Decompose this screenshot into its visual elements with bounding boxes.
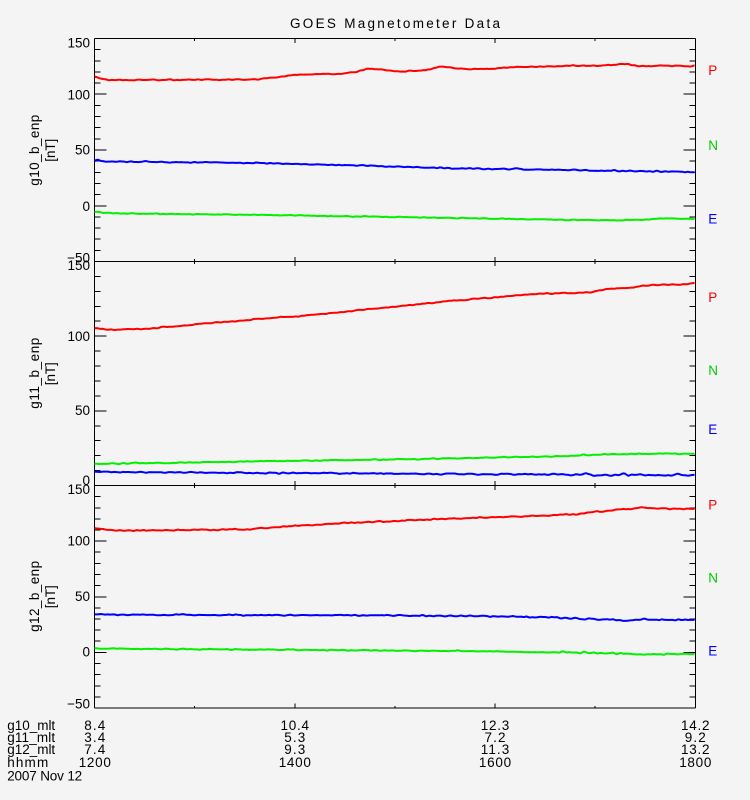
svg-text:−50: −50 (67, 697, 90, 712)
svg-text:P: P (708, 290, 717, 305)
svg-text:14.2: 14.2 (681, 718, 710, 733)
svg-text:5.3: 5.3 (284, 730, 305, 745)
svg-text:12.3: 12.3 (481, 718, 510, 733)
svg-text:g10_mlt: g10_mlt (7, 718, 55, 733)
svg-text:N: N (708, 138, 718, 153)
svg-text:g12_b_enp: g12_b_enp (27, 561, 42, 632)
svg-text:[nT]: [nT] (43, 362, 58, 385)
svg-text:g12_mlt: g12_mlt (7, 742, 55, 757)
svg-text:E: E (708, 644, 717, 659)
svg-text:P: P (708, 498, 717, 513)
svg-text:8.4: 8.4 (84, 718, 105, 733)
svg-text:3.4: 3.4 (84, 730, 105, 745)
svg-text:E: E (708, 422, 717, 437)
svg-text:150: 150 (67, 35, 90, 50)
svg-text:50: 50 (75, 403, 90, 418)
svg-text:−50: −50 (67, 251, 90, 266)
svg-text:9.2: 9.2 (685, 730, 706, 745)
svg-text:100: 100 (67, 87, 90, 102)
svg-text:N: N (708, 363, 718, 378)
svg-text:[nT]: [nT] (43, 139, 58, 162)
svg-text:0: 0 (82, 473, 90, 488)
svg-text:100: 100 (67, 329, 90, 344)
svg-text:100: 100 (67, 534, 90, 549)
svg-text:150: 150 (67, 258, 90, 273)
svg-text:g10_b_enp: g10_b_enp (27, 115, 42, 186)
svg-text:13.2: 13.2 (681, 742, 710, 757)
svg-text:g11_b_enp: g11_b_enp (27, 338, 42, 409)
svg-text:1600: 1600 (479, 755, 511, 770)
svg-text:50: 50 (75, 143, 90, 158)
svg-text:0: 0 (82, 645, 90, 660)
svg-text:11.3: 11.3 (481, 742, 510, 757)
svg-text:0: 0 (82, 199, 90, 214)
svg-text:7.4: 7.4 (84, 742, 105, 757)
svg-text:P: P (708, 63, 717, 78)
svg-text:1200: 1200 (79, 755, 111, 770)
svg-text:E: E (708, 212, 717, 227)
svg-text:1800: 1800 (679, 755, 711, 770)
svg-text:2007 Nov 12: 2007 Nov 12 (7, 768, 82, 783)
svg-text:9.3: 9.3 (284, 742, 305, 757)
svg-text:1400: 1400 (279, 755, 311, 770)
svg-text:N: N (708, 571, 718, 586)
svg-text:150: 150 (67, 482, 90, 497)
svg-text:7.2: 7.2 (485, 730, 506, 745)
svg-text:g11_mlt: g11_mlt (7, 730, 55, 745)
svg-text:50: 50 (75, 589, 90, 604)
svg-text:hhmm: hhmm (7, 755, 48, 770)
svg-text:[nT]: [nT] (43, 585, 58, 608)
svg-text:10.4: 10.4 (281, 718, 310, 733)
